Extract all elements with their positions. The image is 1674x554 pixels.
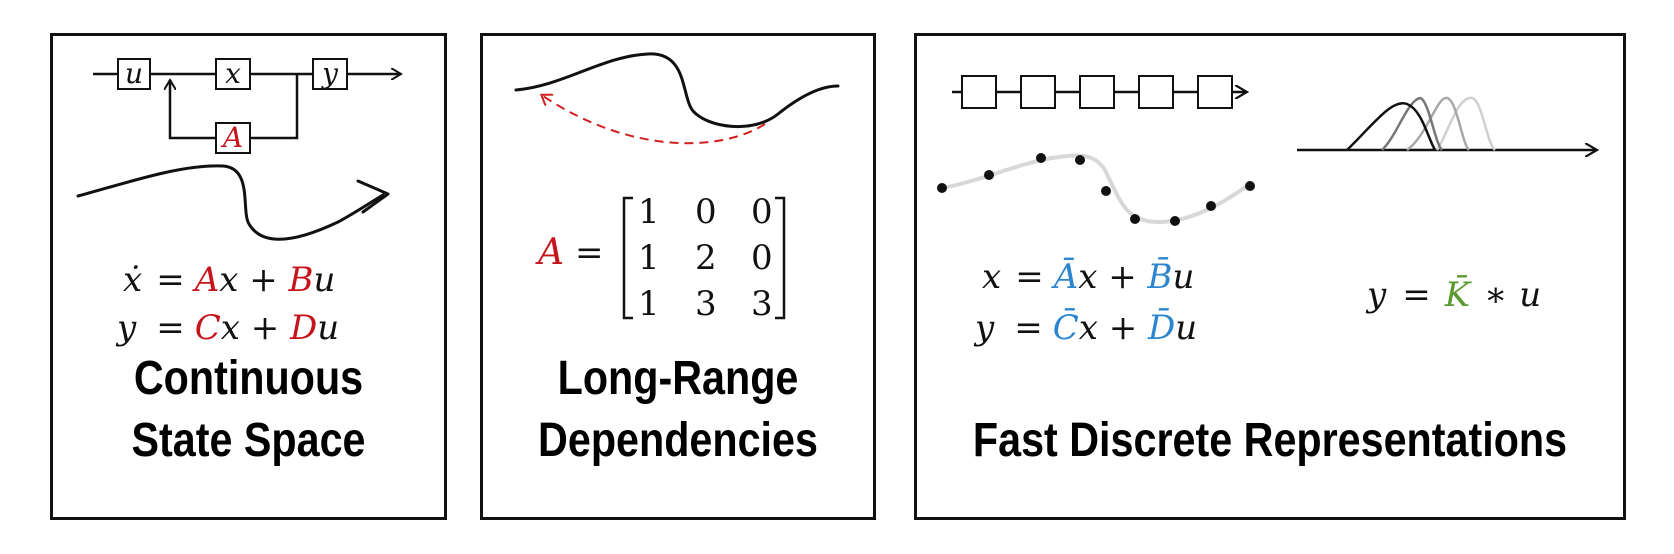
panel-title-line2: State Space <box>131 414 366 467</box>
kernel-curve <box>1381 96 1444 151</box>
matrix-bracket-right <box>775 196 786 320</box>
matrix-cell: 2 <box>695 238 717 278</box>
recurrent-cell <box>961 75 997 109</box>
sample-points <box>937 153 1255 226</box>
sample-point <box>1245 181 1255 191</box>
discrete-diagram: x = Āx + B̄u y = C̄x + D̄u y = K̄ ∗ u <box>937 75 1623 348</box>
matrix-cell: 1 <box>638 238 660 278</box>
matrix-cell: 1 <box>638 192 660 232</box>
recurrent-cell <box>1138 75 1174 109</box>
sample-point <box>1101 186 1111 196</box>
kernel-curve <box>1406 96 1471 152</box>
matrix-cell: 3 <box>695 284 717 324</box>
sample-point <box>1206 201 1216 211</box>
matrix-bracket-left <box>622 196 633 320</box>
label-u: u <box>125 57 143 90</box>
sample-point <box>1075 155 1085 165</box>
feedback-wire-left <box>170 80 216 140</box>
recurrent-cell <box>1020 75 1056 109</box>
continuous-diagram: u x y A ẋ = Ax + Bu y = Cx + Du <box>76 57 444 348</box>
kernel-curve <box>1346 101 1437 151</box>
equation-state: ẋ = Ax + Bu <box>123 260 335 300</box>
long-range-signal-curve <box>514 52 840 129</box>
label-y: y <box>320 57 339 90</box>
equation-discrete-state: x = Āx + B̄u <box>982 256 1194 297</box>
block-y <box>312 58 348 90</box>
matrix-cell: 0 <box>695 192 717 232</box>
equation-discrete-output: y = C̄x + D̄u <box>973 307 1197 348</box>
equation-convolution: y = K̄ ∗ u <box>1365 274 1541 315</box>
panel-title: Fast Discrete Representations <box>972 414 1568 467</box>
recurrent-cell <box>1197 75 1233 109</box>
feedback-wire-right <box>250 74 299 140</box>
kernel-curve <box>1435 96 1496 151</box>
matrix-equals: = <box>575 233 604 273</box>
panel-long-range-dependencies: A = 1 0 0 1 2 0 1 3 3 Long-Range Depende… <box>480 33 876 520</box>
recurrent-cell <box>1079 75 1115 109</box>
panel-title-line1: Continuous <box>133 352 364 405</box>
matrix-name: A <box>535 232 564 273</box>
sample-point <box>1036 153 1046 163</box>
block-u <box>117 58 151 90</box>
sample-point <box>1170 216 1180 226</box>
sample-point <box>984 170 994 180</box>
block-a <box>215 122 251 154</box>
label-x: x <box>225 57 241 90</box>
discrete-signal-curve <box>940 153 1249 224</box>
dependency-arrow <box>543 96 766 145</box>
panel-fast-discrete-representations: x = Āx + B̄u y = C̄x + D̄u y = K̄ ∗ u Fast Discr… <box>914 33 1626 520</box>
panel-title-line2: Dependencies <box>538 414 818 467</box>
panel-title-line1: Long-Range <box>557 352 799 405</box>
sample-point <box>937 183 947 193</box>
label-a: A <box>220 121 243 154</box>
matrix-cell: 0 <box>751 238 773 278</box>
matrix-cell: 1 <box>638 284 660 324</box>
sample-point <box>1130 214 1140 224</box>
panel-continuous-state-space: u x y A ẋ = Ax + Bu y = Cx + Du Continuous S… <box>50 33 447 520</box>
continuous-signal-curve <box>76 164 385 241</box>
block-x <box>215 58 251 90</box>
matrix-cell: 3 <box>751 284 773 324</box>
matrix-cell: 0 <box>751 192 773 232</box>
long-range-diagram: A = 1 0 0 1 2 0 1 3 3 <box>514 52 840 324</box>
equation-output: y = Cx + Du <box>115 308 339 348</box>
matrix-entries: 1 0 0 1 2 0 1 3 3 <box>638 192 773 324</box>
signal-arrowhead <box>356 179 390 214</box>
